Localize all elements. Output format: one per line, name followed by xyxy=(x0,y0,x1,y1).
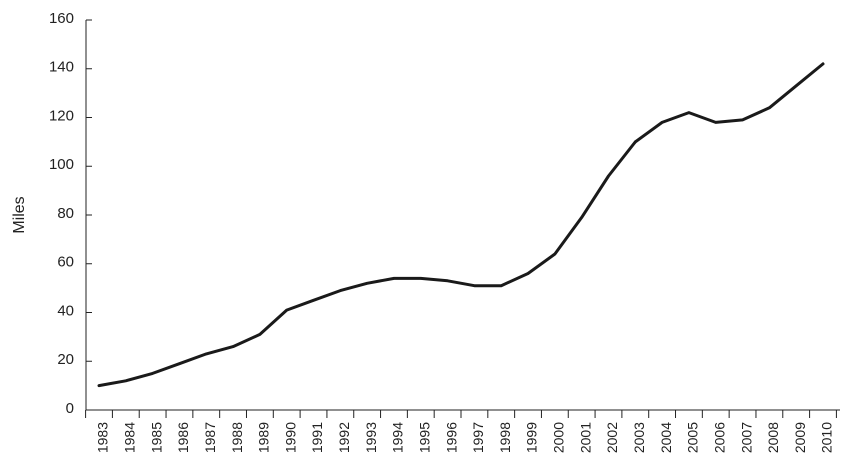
x-tick-label: 2005 xyxy=(685,422,701,453)
x-tick-label: 1997 xyxy=(470,422,486,453)
x-tick-label: 2003 xyxy=(631,422,647,453)
x-axis: 1983 1984 1985 1986 1987 1988 1989 1990 1991 1992… xyxy=(85,409,840,453)
x-tick-label: 1996 xyxy=(443,422,459,453)
x-tick-label: 1985 xyxy=(148,422,164,453)
y-tick-label: 0 xyxy=(66,400,74,417)
x-tick-label: 1987 xyxy=(202,422,218,453)
x-tick-label: 1999 xyxy=(524,422,540,453)
data-point xyxy=(285,308,288,312)
x-tick-label: 2002 xyxy=(604,422,620,453)
y-axis-label: Miles xyxy=(11,196,28,233)
data-point xyxy=(794,84,798,88)
y-tick-label: 20 xyxy=(57,351,74,368)
data-point xyxy=(473,284,476,287)
data-point xyxy=(124,379,128,382)
x-tick-label: 2009 xyxy=(792,422,808,453)
data-point xyxy=(768,106,771,109)
data-point xyxy=(97,384,101,387)
x-tick-label: 1995 xyxy=(416,422,432,453)
x-tick-label: 1984 xyxy=(122,422,138,453)
x-tick-label: 2010 xyxy=(819,422,835,453)
x-tick-label: 1991 xyxy=(309,422,325,453)
data-point xyxy=(312,299,315,302)
y-tick-label: 60 xyxy=(57,254,74,271)
data-point xyxy=(231,345,235,348)
x-tick-label: 1990 xyxy=(282,422,298,453)
data-point xyxy=(607,174,610,178)
x-tick-label: 1992 xyxy=(336,422,352,453)
data-point xyxy=(634,140,637,144)
y-tick-label: 160 xyxy=(49,10,74,27)
x-tick-label: 1989 xyxy=(256,422,272,453)
x-tick-label: 2004 xyxy=(658,422,674,453)
data-point xyxy=(580,216,583,219)
x-tick-label: 2000 xyxy=(551,422,567,453)
data-point xyxy=(339,289,342,292)
x-tick-label: 1993 xyxy=(363,422,379,453)
data-point xyxy=(526,272,530,275)
data-point xyxy=(741,118,744,122)
data-point xyxy=(151,372,154,375)
x-tick-label: 2001 xyxy=(577,422,593,453)
data-point xyxy=(687,111,691,114)
data-point xyxy=(553,252,557,256)
x-tick-label: 1986 xyxy=(175,422,191,453)
data-point xyxy=(714,121,717,124)
y-tick-label: 80 xyxy=(57,205,74,222)
data-point xyxy=(660,121,664,124)
x-tick-label: 1983 xyxy=(95,422,111,453)
data-point xyxy=(419,277,422,280)
data-point xyxy=(821,62,825,66)
data-point xyxy=(205,352,208,356)
x-tick-label: 2006 xyxy=(711,422,727,453)
data-point xyxy=(392,277,396,280)
data-point xyxy=(500,284,503,287)
y-tick-label: 100 xyxy=(49,156,74,173)
x-tick-label: 2008 xyxy=(765,422,781,453)
x-tick-label: 2007 xyxy=(738,422,754,453)
series-layer xyxy=(97,62,825,388)
data-point xyxy=(365,282,369,285)
series-line xyxy=(97,62,825,388)
x-tick-label: 1998 xyxy=(497,422,513,453)
data-point xyxy=(258,333,262,336)
data-point xyxy=(178,362,181,365)
x-tick-label: 1994 xyxy=(390,422,406,453)
y-tick-label: 120 xyxy=(49,107,74,124)
y-tick-label: 40 xyxy=(57,302,74,319)
data-point xyxy=(446,279,449,283)
x-tick-label: 1988 xyxy=(229,422,245,453)
y-axis: 0 20 40 60 80 100 120 140 160 xyxy=(49,10,92,417)
y-tick-label: 140 xyxy=(49,59,74,76)
